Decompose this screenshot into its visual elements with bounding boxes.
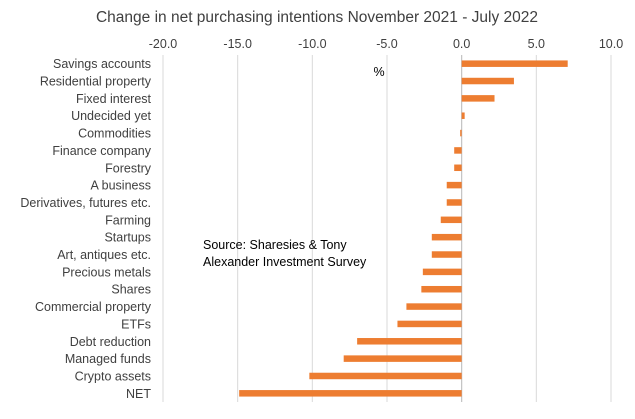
bar xyxy=(440,216,462,224)
category-label: Farming xyxy=(105,213,151,227)
chart-title: Change in net purchasing intentions Nove… xyxy=(96,9,538,26)
bar xyxy=(461,77,514,85)
x-tick-label: 5.0 xyxy=(528,37,545,51)
category-label: Art, antiques etc. xyxy=(57,248,151,262)
category-label: Commercial property xyxy=(35,300,152,314)
bar xyxy=(421,285,462,293)
category-label: Startups xyxy=(104,231,151,245)
bar xyxy=(431,233,462,241)
bar xyxy=(422,268,462,276)
category-label: ETFs xyxy=(121,317,151,331)
bar xyxy=(461,60,568,67)
category-label: Fixed interest xyxy=(76,92,152,106)
bar xyxy=(406,303,462,310)
bar xyxy=(446,181,462,189)
bar xyxy=(454,147,462,154)
x-tick-label: -20.0 xyxy=(149,37,178,51)
category-label: Precious metals xyxy=(62,265,151,279)
category-label: Commodities xyxy=(78,127,151,141)
bar xyxy=(343,355,462,362)
bar xyxy=(309,372,462,380)
bar xyxy=(454,164,462,172)
x-tick-label: 0.0 xyxy=(453,37,470,51)
bar xyxy=(431,251,462,258)
bar xyxy=(357,338,462,345)
category-label: Undecided yet xyxy=(71,109,151,123)
source-note-line-2: Alexander Investment Survey xyxy=(203,255,367,269)
category-label: Managed funds xyxy=(65,352,151,366)
category-label: Forestry xyxy=(105,161,152,175)
category-label: A business xyxy=(91,179,151,193)
category-label: Debt reduction xyxy=(70,335,151,349)
source-note-line-1: Source: Sharesies & Tony xyxy=(203,238,347,252)
bar xyxy=(239,390,462,397)
bar xyxy=(446,199,462,206)
category-label: Savings accounts xyxy=(53,57,151,71)
category-label: Derivatives, futures etc. xyxy=(20,196,151,210)
x-tick-label: -15.0 xyxy=(223,37,252,51)
bar xyxy=(461,112,465,119)
category-label: Finance company xyxy=(52,144,151,158)
x-tick-label: 10.0 xyxy=(599,37,623,51)
category-label: Shares xyxy=(111,283,151,297)
category-label: Crypto assets xyxy=(75,369,151,383)
category-label: NET xyxy=(126,387,151,401)
x-tick-label: -5.0 xyxy=(376,37,398,51)
bar xyxy=(397,320,462,328)
bar xyxy=(461,95,495,102)
category-label: Residential property xyxy=(40,75,152,89)
unit-label: % xyxy=(373,65,384,79)
bar xyxy=(460,129,462,137)
x-tick-label: -10.0 xyxy=(298,37,327,51)
